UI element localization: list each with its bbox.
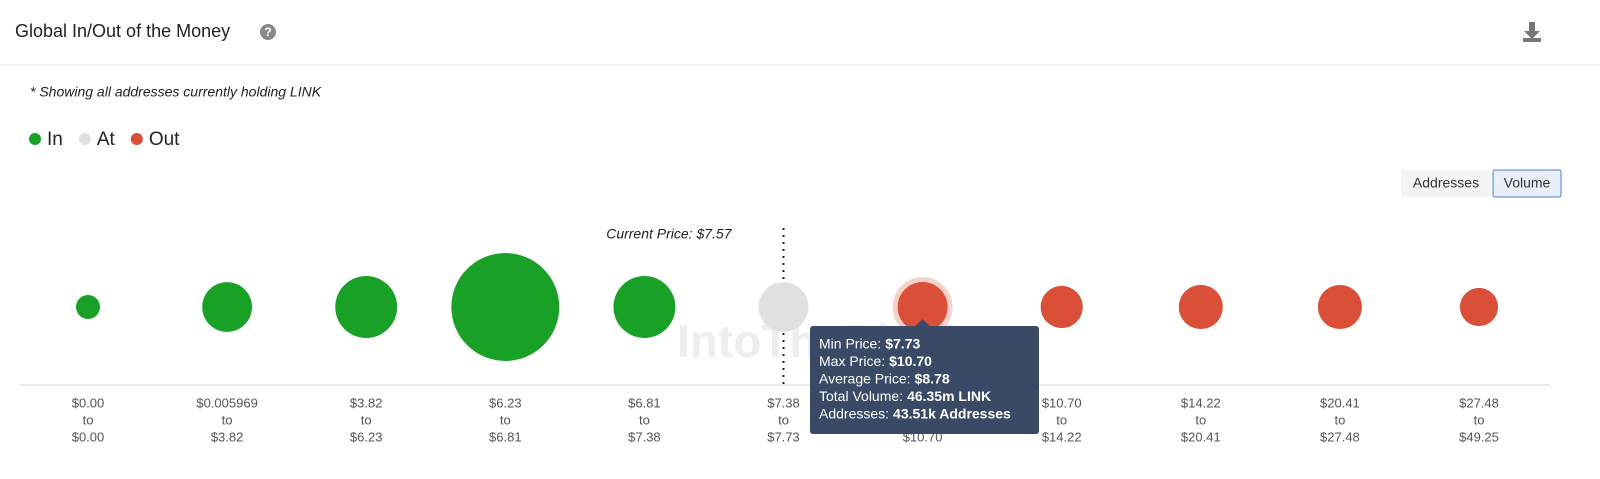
title: Global In/Out of the Money xyxy=(15,21,230,41)
subtitle: * Showing all addresses currently holdin… xyxy=(30,84,322,100)
tooltip-value: 43.51k Addresses xyxy=(893,406,1011,422)
bubble[interactable] xyxy=(1317,284,1362,330)
range-min: $0.00 xyxy=(72,395,105,410)
legend-swatch xyxy=(29,133,41,145)
range-min: $27.48 xyxy=(1459,395,1499,410)
tooltip-label: Total Volume: xyxy=(819,388,903,404)
tooltip-pointer xyxy=(914,319,931,327)
range-max: $49.25 xyxy=(1459,429,1499,444)
bubble[interactable] xyxy=(758,282,809,332)
range-joiner: to xyxy=(222,412,233,427)
range-joiner: to xyxy=(361,412,372,427)
range-min: $6.81 xyxy=(628,395,661,410)
range-min: $10.70 xyxy=(1042,395,1082,410)
bubble[interactable] xyxy=(202,282,253,332)
legend-swatch xyxy=(130,133,143,145)
bubble[interactable] xyxy=(897,282,948,332)
range-min: $0.005969 xyxy=(196,395,257,410)
tooltip-label: Addresses: xyxy=(819,406,889,422)
range-max: $7.73 xyxy=(767,429,800,444)
range-min: $6.23 xyxy=(489,395,522,410)
legend-label: Out xyxy=(149,129,180,150)
range-joiner: to xyxy=(1334,412,1345,427)
range-joiner: to xyxy=(83,412,94,427)
bubble[interactable] xyxy=(451,253,560,361)
bubble[interactable] xyxy=(1178,284,1223,330)
svg-text:?: ? xyxy=(264,25,271,39)
range-joiner: to xyxy=(1056,412,1067,427)
legend-swatch xyxy=(78,133,91,145)
bubble[interactable] xyxy=(1459,287,1499,327)
range-max: $0.00 xyxy=(72,429,105,444)
range-max: $14.22 xyxy=(1042,429,1082,444)
tooltip xyxy=(810,326,1039,434)
range-joiner: to xyxy=(1474,412,1485,427)
toggle-button[interactable] xyxy=(1492,169,1562,198)
range-joiner: to xyxy=(1195,412,1206,427)
legend-label: In xyxy=(47,129,63,150)
range-min: $14.22 xyxy=(1181,395,1221,410)
range-min: $7.38 xyxy=(767,395,800,410)
tooltip-label: Min Price: xyxy=(819,336,881,352)
range-joiner: to xyxy=(778,412,789,427)
download-icon[interactable] xyxy=(1523,22,1541,42)
tooltip-value: $8.78 xyxy=(915,371,950,387)
legend-label: At xyxy=(97,129,116,150)
tooltip-value: 46.35m LINK xyxy=(907,388,991,404)
range-max: $3.82 xyxy=(211,429,244,444)
bubble[interactable] xyxy=(1040,285,1083,329)
bubble[interactable] xyxy=(613,276,676,338)
tooltip-label: Average Price: xyxy=(819,371,911,387)
current-price-label: Current Price: $7.57 xyxy=(606,226,732,242)
range-max: $27.48 xyxy=(1320,429,1360,444)
range-max: $20.41 xyxy=(1181,429,1221,444)
range-joiner: to xyxy=(639,412,650,427)
range-max: $6.81 xyxy=(489,429,522,444)
range-min: $20.41 xyxy=(1320,395,1360,410)
bubble[interactable] xyxy=(75,294,101,320)
tooltip-label: Max Price: xyxy=(819,353,885,369)
range-min: $3.82 xyxy=(350,395,383,410)
tooltip-value: $10.70 xyxy=(889,353,932,369)
toggle-label: Volume xyxy=(1504,175,1551,191)
bubble[interactable] xyxy=(335,276,398,338)
range-max: $7.38 xyxy=(628,429,661,444)
toggle-button[interactable] xyxy=(1401,170,1491,197)
range-joiner: to xyxy=(500,412,511,427)
range-max: $6.23 xyxy=(350,429,383,444)
tooltip-value: $7.73 xyxy=(885,336,920,352)
help-icon[interactable]: ? xyxy=(260,24,276,40)
toggle-label: Addresses xyxy=(1413,175,1479,191)
